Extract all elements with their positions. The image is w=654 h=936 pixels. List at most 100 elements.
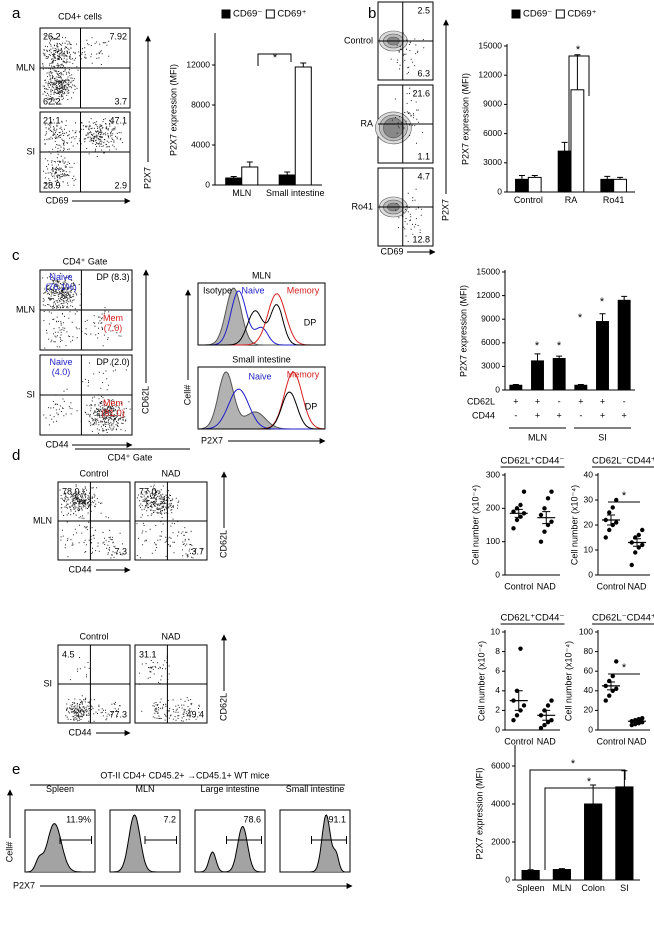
data-point xyxy=(607,693,612,698)
quadrant-value: 47.1 xyxy=(109,115,127,125)
y-tick-label: 0 xyxy=(495,724,500,734)
quadrant-value: 77.3 xyxy=(109,709,127,719)
axis-label: Cell# xyxy=(4,842,14,863)
axis-label: P2X7 xyxy=(142,167,152,189)
panel-letter: c xyxy=(12,247,20,264)
significance-mark: * xyxy=(571,758,576,770)
y-tick-label: 8 xyxy=(495,646,500,656)
histogram-label: Isotype xyxy=(203,285,232,295)
histogram xyxy=(280,814,350,873)
histogram-label: Memory xyxy=(287,285,320,295)
significance-mark: * xyxy=(600,296,605,308)
significance-mark: * xyxy=(273,52,278,64)
sem-bar xyxy=(514,690,523,711)
row-mark: + xyxy=(600,410,605,420)
row-mark: + xyxy=(535,396,540,406)
y-tick-label: 100 xyxy=(579,626,593,636)
row-label: SI xyxy=(26,389,35,399)
error-bar xyxy=(518,174,525,180)
row-label: MLN xyxy=(16,304,35,314)
significance-bracket xyxy=(568,55,590,158)
y-tick-label: 0 xyxy=(497,186,502,196)
x-tick-label: NAD xyxy=(537,581,557,591)
plot-title: CD62L⁻CD44⁺ xyxy=(592,613,654,624)
y-tick-label: 6000 xyxy=(491,760,510,770)
quadrant-value: 1.1 xyxy=(417,151,430,161)
data-point xyxy=(538,512,544,518)
bar xyxy=(570,89,585,193)
column-label: Control xyxy=(79,468,108,478)
column-label: NAD xyxy=(161,468,181,478)
significance-bracket xyxy=(257,53,292,66)
axis-label: P2X7 xyxy=(201,435,223,445)
bar xyxy=(615,786,634,881)
bar xyxy=(574,384,588,391)
y-axis-label: P2X7 expression (MFI) xyxy=(168,64,178,156)
quadrant-value: 2.9 xyxy=(114,180,127,190)
quadrant-value: 6.3 xyxy=(417,68,430,78)
x-tick-label: NAD xyxy=(627,581,647,591)
error-bar xyxy=(577,383,584,386)
plot-title: CD62L⁺CD44⁻ xyxy=(501,613,565,624)
bar xyxy=(552,869,571,881)
y-tick-label: 3000 xyxy=(481,361,500,371)
data-point xyxy=(521,489,527,494)
data-point xyxy=(518,646,523,651)
plot-title: CD62L⁻CD44⁺ xyxy=(592,456,654,467)
data-point xyxy=(511,526,516,531)
x-tick-label: Control xyxy=(504,581,533,591)
error-bar xyxy=(561,141,568,152)
y-tick-label: 6000 xyxy=(483,128,502,138)
legend-swatch xyxy=(511,9,521,19)
quadrant-value: 78.0 xyxy=(62,486,80,496)
y-tick-label: 6000 xyxy=(481,337,500,347)
sem-bar xyxy=(542,511,551,525)
quadrant-value: 7.3 xyxy=(114,546,127,556)
data-point xyxy=(603,535,608,540)
row-label: MLN xyxy=(16,62,35,72)
histogram xyxy=(198,304,325,346)
y-tick-label: 4000 xyxy=(491,798,510,808)
y-axis-label: Cell number (x10⁻⁴) xyxy=(476,641,486,721)
data-point xyxy=(538,539,544,544)
y-tick-label: 10 xyxy=(491,626,501,636)
y-tick-label: 80 xyxy=(584,646,594,656)
data-point xyxy=(542,506,547,511)
quadrant-value: 4.7 xyxy=(417,171,430,181)
significance-mark: * xyxy=(578,312,583,324)
histogram-label: Memory xyxy=(287,369,320,379)
sem-bar xyxy=(514,508,523,518)
y-tick-label: 20 xyxy=(584,519,594,529)
data-point xyxy=(610,505,615,510)
bar xyxy=(596,321,609,391)
panel-letter: e xyxy=(12,761,20,778)
label: CD4+ cells xyxy=(58,11,102,21)
bar xyxy=(557,150,572,193)
data-point xyxy=(511,718,516,723)
label: CD4⁺ Gate xyxy=(63,256,108,266)
row-label: SI xyxy=(26,146,35,156)
row-mark: - xyxy=(514,410,517,420)
y-tick-label: 9000 xyxy=(481,313,500,323)
error-bar xyxy=(527,869,534,871)
y-tick-label: 12000 xyxy=(186,59,210,69)
cell-events xyxy=(43,362,131,434)
gate-value: 91.1 xyxy=(328,814,346,824)
row-mark: + xyxy=(557,410,562,420)
data-point xyxy=(614,520,619,525)
bar xyxy=(552,358,566,391)
gate-value: 11.9% xyxy=(66,814,91,824)
x-tick-label: Control xyxy=(596,581,625,591)
row-label: SI xyxy=(43,678,52,688)
y-tick-label: 0 xyxy=(495,384,500,394)
panel-letter: a xyxy=(12,5,21,22)
data-point xyxy=(545,719,551,725)
bar xyxy=(613,178,627,193)
sem-bar xyxy=(607,514,615,526)
row-label: CD62L xyxy=(467,396,495,406)
data-point xyxy=(633,721,638,727)
y-tick-label: 4000 xyxy=(191,139,210,149)
histogram-label: DP xyxy=(304,317,317,327)
legend-label: CD69⁺ xyxy=(567,9,596,20)
